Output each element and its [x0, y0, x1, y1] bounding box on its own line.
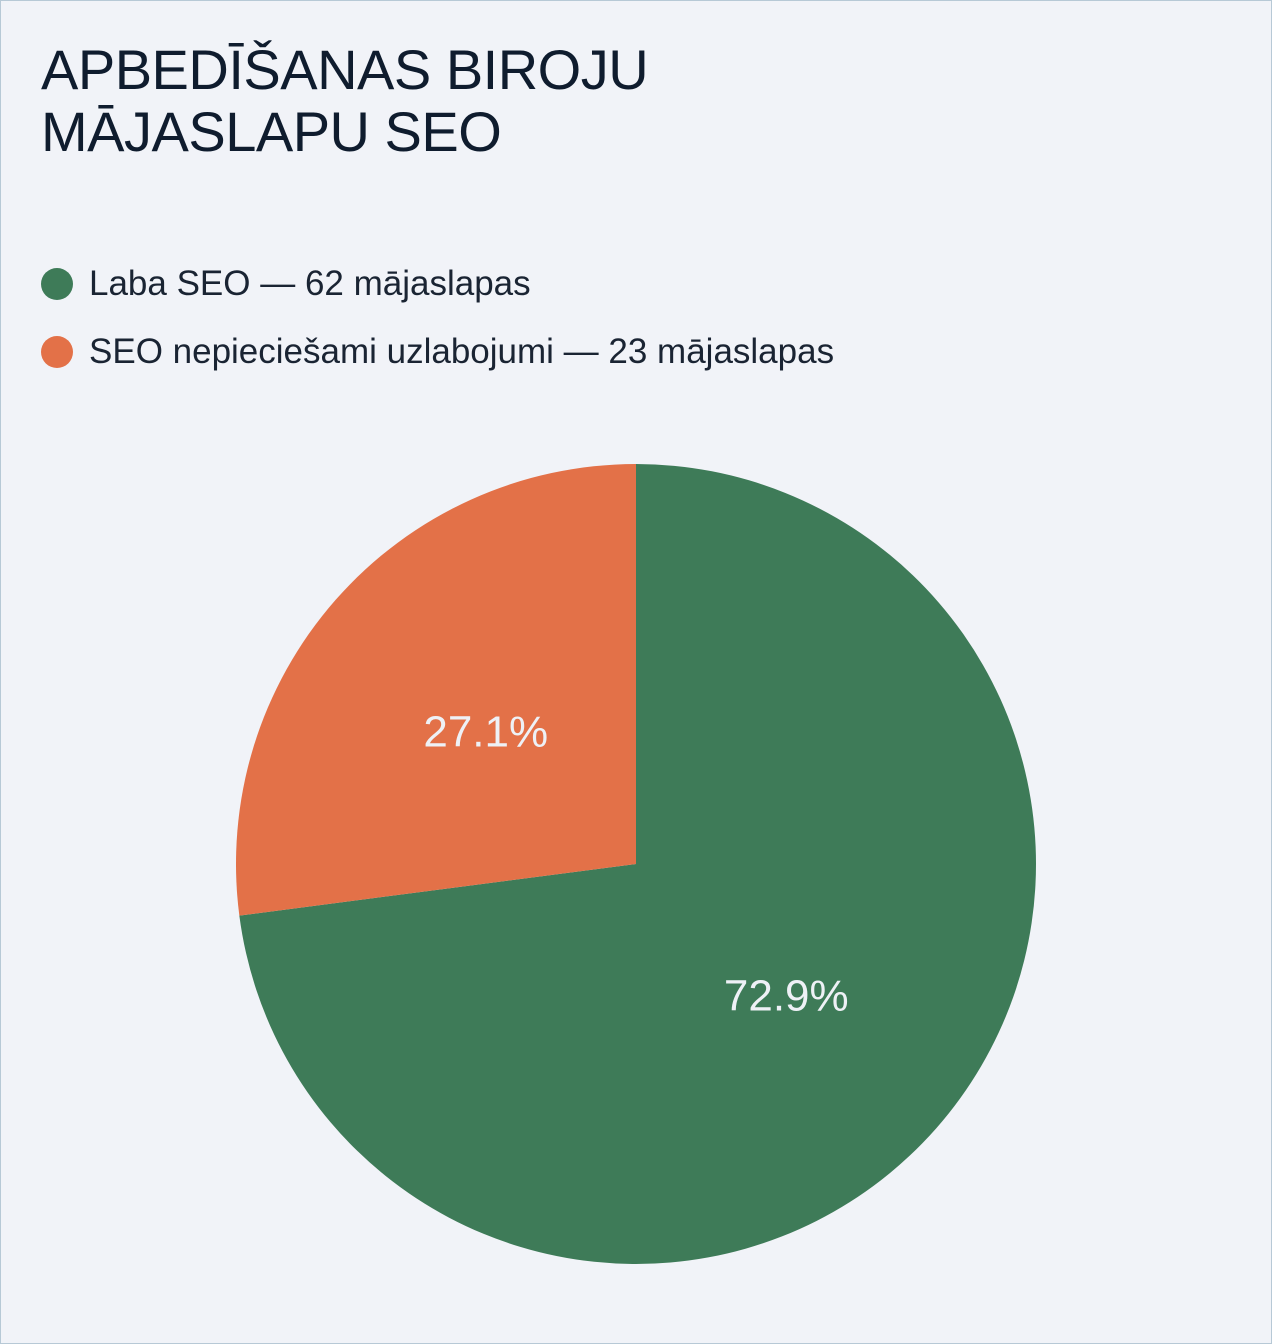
chart-title-line-1: APBEDĪŠANAS BIROJU — [41, 38, 649, 101]
chart-title-line-2: MĀJASLAPU SEO — [41, 100, 502, 163]
slice-label-good-seo: 72.9% — [724, 971, 849, 1020]
legend-swatch-good-seo — [41, 268, 73, 300]
pie-labels: 72.9% 27.1% — [423, 708, 848, 1021]
chart-title: APBEDĪŠANAS BIROJU MĀJASLAPU SEO — [41, 38, 649, 163]
legend-label-good-seo: Laba SEO — 62 mājaslapas — [89, 264, 531, 303]
legend-item-needs-improvement: SEO nepieciešami uzlabojumi — 23 mājasla… — [41, 327, 834, 377]
pie-slice-good-seo — [239, 464, 1037, 1265]
pie-slices — [236, 464, 1037, 1265]
legend-label-needs-improvement: SEO nepieciešami uzlabojumi — 23 mājasla… — [89, 332, 835, 371]
pie-slice-needs-improvement — [236, 464, 637, 916]
legend-item-good-seo: Laba SEO — 62 mājaslapas — [41, 259, 834, 309]
slice-label-needs-improvement: 27.1% — [423, 708, 548, 757]
legend-swatch-needs-improvement — [41, 336, 73, 368]
chart-legend: Laba SEO — 62 mājaslapas SEO nepieciešam… — [41, 259, 834, 395]
